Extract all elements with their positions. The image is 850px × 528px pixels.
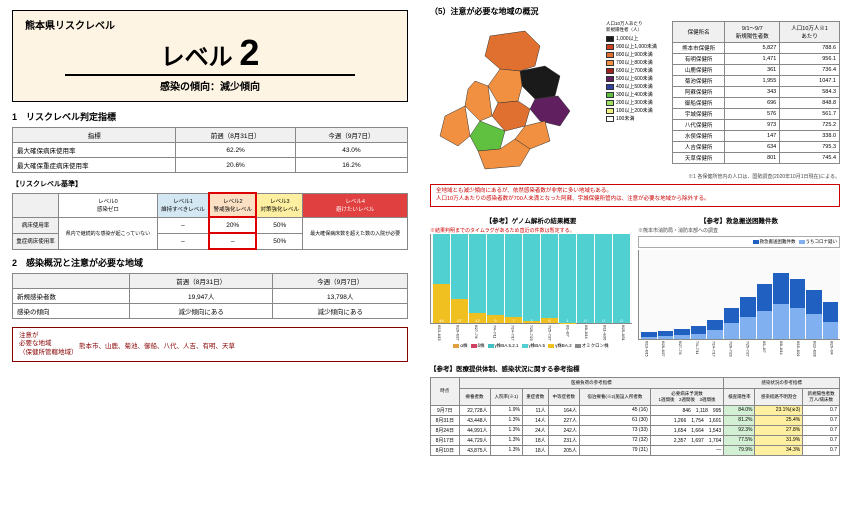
risk-level-title-box: 熊本県リスクレベル レベル 2 感染の傾向：減少傾向 bbox=[12, 10, 408, 102]
footnote: ※1 各保健所管内の人口は、国勢調査(2020年10月1日現在)による。 bbox=[430, 173, 840, 180]
right-column: （5）注意が必要な地域の概況 人口10万人あたり 新規陽性者（人） 1,000以… bbox=[420, 0, 850, 528]
attention-label: 注意が 必要な地域 （保健所管轄地域） bbox=[19, 332, 79, 357]
level-main: レベル 2 bbox=[65, 32, 355, 76]
criteria-table: レベル0感染ゼロレベル1維持すべきレベルレベル2警戒強化レベルレベル3対策強化レ… bbox=[12, 192, 408, 250]
ambulance-chart: 【参考】救急搬送困難件数 ※熊本市消防局・消防本部への調査 救急搬送困難件数うち… bbox=[638, 215, 840, 357]
prefecture-label: 熊本県リスクレベル bbox=[25, 17, 395, 32]
medical-table: 時点医療負荷の参考指標感染状況の参考指標 療養者数入院率(※1)重症者数中等症者… bbox=[430, 377, 840, 456]
red-note-box: 全地域とも減少傾向にあるが、依然感染者数が非常に多い地域もある。 人口10万人あ… bbox=[430, 184, 840, 207]
section-1-heading: 1 リスクレベル判定指標 bbox=[12, 110, 408, 123]
genome-chart: 【参考】ゲノム解析の結果概要 ※結果判明までのタイムラグがあるため直近の件数は暫… bbox=[430, 215, 632, 357]
section-2-heading: 2 感染概況と注意が必要な地域 bbox=[12, 256, 408, 269]
region-table: 保健所名9/1～9/7新規陽性者数人口10万人※1あたり 熊本市保健所5,827… bbox=[672, 21, 840, 164]
map-legend: 人口10万人あたり 新規陽性者（人） 1,000以上900以上1,000未満80… bbox=[606, 21, 666, 171]
region-heading: （5）注意が必要な地域の概況 bbox=[430, 6, 840, 17]
criteria-label: 【リスクレベル基準】 bbox=[12, 179, 408, 189]
indicator-table: 指標前週（8月31日）今週（9月7日）最大確保病床使用率62.2%43.0%最大… bbox=[12, 127, 408, 173]
left-column: 熊本県リスクレベル レベル 2 感染の傾向：減少傾向 1 リスクレベル判定指標 … bbox=[0, 0, 420, 528]
attention-value: 熊本市、山鹿、菊池、御船、八代、人吉、有明、天草 bbox=[79, 340, 401, 350]
attention-areas-box: 注意が 必要な地域 （保健所管轄地域） 熊本市、山鹿、菊池、御船、八代、人吉、有… bbox=[12, 327, 408, 362]
trend-label: 感染の傾向：減少傾向 bbox=[25, 78, 395, 93]
overview-table: 前週（8月31日）今週（9月7日）新規感染者数19,947人13,798人感染の… bbox=[12, 273, 408, 319]
prefecture-map bbox=[430, 21, 600, 171]
med-title: 【参考】医療提供体制、感染状況に関する参考指標 bbox=[430, 363, 840, 373]
